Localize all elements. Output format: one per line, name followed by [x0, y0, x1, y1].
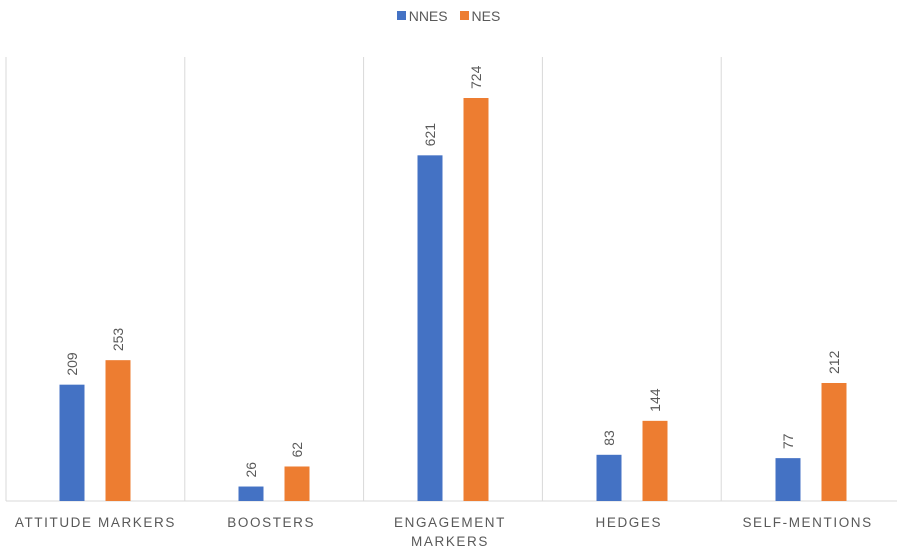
category-label-2: ENGAGEMENT: [394, 515, 506, 530]
data-label-nes-0: 253: [110, 328, 126, 352]
category-label-4: SELF-MENTIONS: [742, 515, 872, 530]
chart-legend: NNES NES: [0, 7, 897, 24]
data-label-nnes-0: 209: [64, 352, 80, 376]
data-label-nnes-4: 77: [780, 433, 796, 449]
bar-nes-2: [463, 98, 489, 501]
bar-nes-0: [105, 360, 131, 501]
bar-nes-4: [821, 382, 847, 501]
legend-swatch-nes: [459, 11, 469, 20]
data-label-nnes-1: 26: [243, 462, 259, 478]
legend-label-nnes: NNES: [408, 7, 448, 24]
data-label-nes-3: 144: [647, 388, 663, 412]
category-label-2-line1: MARKERS: [411, 534, 489, 548]
data-label-nes-1: 62: [289, 442, 305, 458]
category-label-1: BOOSTERS: [227, 515, 315, 530]
bar-nnes-4: [775, 458, 801, 501]
legend-swatch-nnes: [396, 11, 406, 20]
legend-item-nes: NES: [459, 7, 501, 24]
data-label-nes-2: 724: [468, 65, 484, 89]
category-label-0: ATTITUDE MARKERS: [15, 515, 176, 530]
bar-nes-3: [642, 420, 668, 501]
bar-nes-1: [284, 466, 310, 501]
bar-nnes-1: [238, 486, 264, 501]
bar-nnes-2: [417, 155, 443, 501]
data-label-nes-4: 212: [826, 350, 842, 374]
legend-label-nes: NES: [471, 7, 501, 24]
data-label-nnes-3: 83: [601, 430, 617, 446]
legend-item-nnes: NNES: [396, 7, 448, 24]
data-label-nnes-2: 621: [422, 123, 438, 147]
bar-nnes-3: [596, 454, 622, 501]
category-label-3: HEDGES: [595, 515, 662, 530]
bar-nnes-0: [59, 384, 85, 501]
